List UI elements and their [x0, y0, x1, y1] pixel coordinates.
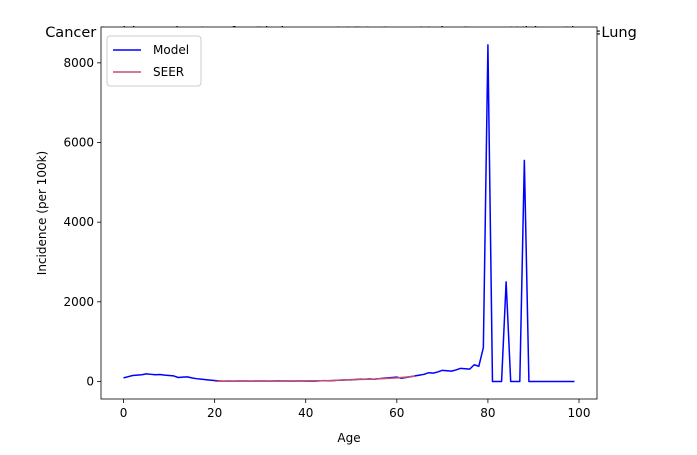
- legend-box: [106, 35, 202, 87]
- y-tick-label: 0: [86, 374, 94, 388]
- series-line-seer: [214, 375, 416, 383]
- x-tick-label: 0: [120, 406, 128, 420]
- x-tick-label: 80: [480, 406, 495, 420]
- y-axis-label: Incidence (per 100k): [35, 151, 49, 275]
- y-tick-label: 2000: [63, 295, 94, 309]
- x-tick-label: 100: [568, 406, 591, 420]
- legend: Model SEER: [106, 35, 202, 87]
- x-axis-ticks: 0 20 40 60 80 100: [120, 399, 591, 420]
- plot-border: [100, 26, 598, 400]
- x-tick-label: 40: [298, 406, 313, 420]
- legend-label-seer: SEER: [153, 65, 184, 79]
- x-tick-label: 20: [207, 406, 222, 420]
- x-axis-label: Age: [337, 431, 360, 445]
- y-axis-ticks: 0 2000 4000 6000 8000: [63, 56, 101, 388]
- legend-label-model: Model: [153, 43, 189, 57]
- plot-frame: [101, 27, 597, 399]
- y-tick-label: 6000: [63, 136, 94, 150]
- x-tick-label: 60: [389, 406, 404, 420]
- y-tick-label: 8000: [63, 56, 94, 70]
- plot-area: 0 20 40 60 80 100 0 2000 4000 6000 8000: [63, 26, 598, 420]
- series-layer: [123, 44, 575, 383]
- y-tick-label: 4000: [63, 215, 94, 229]
